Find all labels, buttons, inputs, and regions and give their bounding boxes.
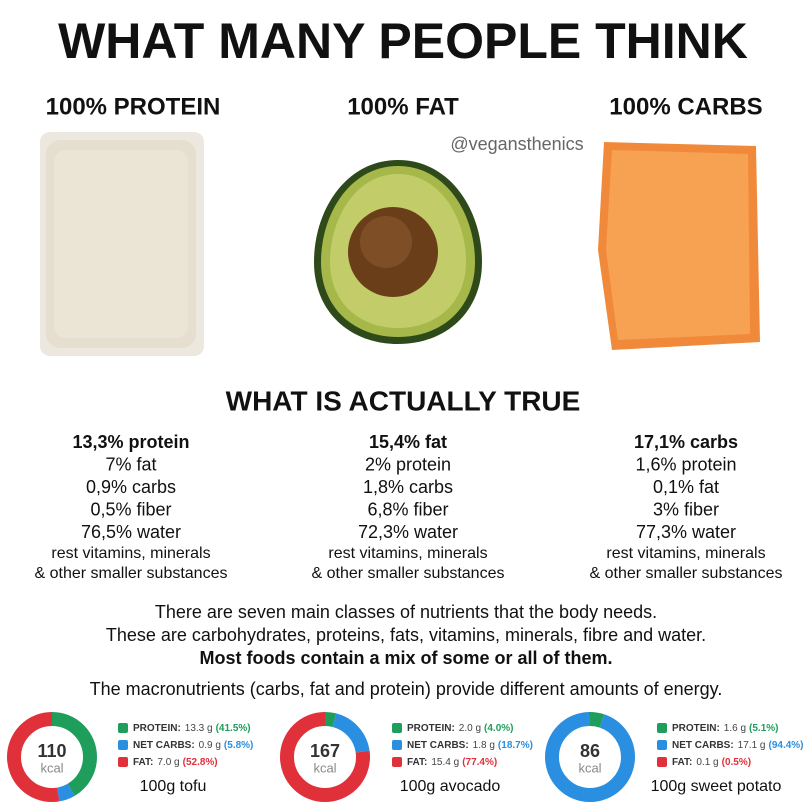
- macro-percent: (5.1%): [749, 723, 778, 734]
- fact: 0,9% carbs: [86, 477, 176, 497]
- fact: 76,5% water: [81, 522, 181, 542]
- kcal-unit: kcal: [313, 760, 336, 775]
- kcal-unit: kcal: [578, 760, 601, 775]
- donut-segment: [545, 712, 635, 802]
- fact: 3% fiber: [653, 499, 719, 519]
- macro-percent: (77.4%): [462, 757, 497, 768]
- macro-name: FAT:: [407, 757, 427, 768]
- macro-amount: 1.8 g: [473, 740, 495, 751]
- sweet-potato-image: [598, 142, 760, 350]
- fact-note: & other smaller substances: [590, 565, 783, 582]
- card-caption: 100g avocado: [400, 778, 501, 795]
- fact: 77,3% water: [636, 522, 736, 542]
- fact-note: & other smaller substances: [312, 565, 505, 582]
- card-caption: 100g tofu: [140, 778, 207, 795]
- macro-amount: 0.1 g: [696, 757, 718, 768]
- donut-segment: [545, 712, 635, 802]
- macro-amount: 1.6 g: [724, 723, 746, 734]
- legend-entry: NET CARBS: 0.9 g (5.8%): [133, 740, 253, 751]
- macro-percent: (4.0%): [484, 723, 513, 734]
- legend-entry: NET CARBS: 1.8 g (18.7%): [407, 740, 533, 751]
- fact: 2% protein: [365, 454, 451, 474]
- kcal-unit: kcal: [40, 760, 63, 775]
- fact-note: rest vitamins, minerals: [328, 545, 487, 562]
- fact: 6,8% fiber: [367, 499, 448, 519]
- legend-entry: FAT: 0.1 g (0.5%): [672, 757, 751, 768]
- paragraph-line: Most foods contain a mix of some or all …: [199, 648, 612, 668]
- macro-name: PROTEIN:: [133, 723, 181, 734]
- macro-name: NET CARBS:: [133, 740, 195, 751]
- legend-entry: PROTEIN: 13.3 g (41.5%): [133, 723, 251, 734]
- legend-swatch: [118, 757, 128, 767]
- macro-amount: 13.3 g: [185, 723, 213, 734]
- legend-swatch: [657, 723, 667, 733]
- macro-amount: 7.0 g: [157, 757, 179, 768]
- macro-percent: (5.8%): [224, 740, 253, 751]
- fact: 72,3% water: [358, 522, 458, 542]
- legend-swatch: [392, 723, 402, 733]
- donut-segment: [7, 712, 97, 802]
- fact: 13,3% protein: [72, 432, 189, 452]
- fact: 15,4% fat: [369, 432, 447, 452]
- legend-swatch: [392, 757, 402, 767]
- legend-swatch: [118, 723, 128, 733]
- legend-entry: PROTEIN: 1.6 g (5.1%): [672, 723, 778, 734]
- macro-amount: 15.4 g: [431, 757, 459, 768]
- macro-name: FAT:: [133, 757, 153, 768]
- macro-amount: 2.0 g: [459, 723, 481, 734]
- macro-percent: (0.5%): [722, 757, 751, 768]
- macro-name: FAT:: [672, 757, 692, 768]
- legend-swatch: [392, 740, 402, 750]
- card-caption: 100g sweet potato: [651, 778, 782, 795]
- subtitle: WHAT IS ACTUALLY TRUE: [226, 385, 581, 416]
- kcal-value: 110: [37, 741, 66, 761]
- macro-percent: (41.5%): [216, 723, 251, 734]
- belief-heading: 100% PROTEIN: [46, 93, 221, 120]
- fact-note: rest vitamins, minerals: [51, 545, 210, 562]
- macro-percent: (94.4%): [768, 740, 803, 751]
- macro-name: NET CARBS:: [407, 740, 469, 751]
- belief-heading: 100% CARBS: [609, 93, 762, 120]
- kcal-value: 86: [580, 741, 600, 761]
- paragraph-line: These are carbohydrates, proteins, fats,…: [106, 625, 706, 645]
- legend-swatch: [657, 757, 667, 767]
- fact: 1,6% protein: [635, 454, 736, 474]
- legend-swatch: [657, 740, 667, 750]
- macro-name: PROTEIN:: [407, 723, 455, 734]
- tofu-image: [40, 132, 204, 356]
- legend-swatch: [118, 740, 128, 750]
- macro-amount: 0.9 g: [199, 740, 221, 751]
- handle: @vegansthenics: [450, 134, 583, 154]
- fact: 1,8% carbs: [363, 477, 453, 497]
- paragraph-line: There are seven main classes of nutrient…: [155, 602, 657, 622]
- macro-amount: 17.1 g: [738, 740, 766, 751]
- title: WHAT MANY PEOPLE THINK: [58, 13, 748, 69]
- belief-heading: 100% FAT: [347, 93, 459, 120]
- donut-segment: [280, 712, 370, 802]
- macro-name: NET CARBS:: [672, 740, 734, 751]
- fact: 0,1% fat: [653, 477, 719, 497]
- legend-entry: FAT: 15.4 g (77.4%): [407, 757, 497, 768]
- fact-note: & other smaller substances: [35, 565, 228, 582]
- legend-entry: NET CARBS: 17.1 g (94.4%): [672, 740, 804, 751]
- fact-note: rest vitamins, minerals: [606, 545, 765, 562]
- paragraph-line: The macronutrients (carbs, fat and prote…: [90, 679, 723, 699]
- fact: 7% fat: [105, 454, 156, 474]
- fact: 0,5% fiber: [90, 499, 171, 519]
- avocado-image: [314, 160, 482, 344]
- macro-percent: (52.8%): [183, 757, 218, 768]
- macro-name: PROTEIN:: [672, 723, 720, 734]
- macro-percent: (18.7%): [498, 740, 533, 751]
- legend-entry: FAT: 7.0 g (52.8%): [133, 757, 218, 768]
- fact: 17,1% carbs: [634, 432, 738, 452]
- kcal-value: 167: [310, 741, 340, 761]
- legend-entry: PROTEIN: 2.0 g (4.0%): [407, 723, 513, 734]
